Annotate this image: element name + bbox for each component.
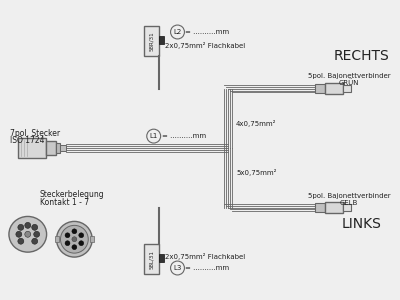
Bar — [60, 145, 66, 151]
Circle shape — [170, 261, 184, 275]
Circle shape — [65, 233, 70, 238]
Bar — [343, 203, 351, 211]
Text: 2x0,75mm² Flachkabel: 2x0,75mm² Flachkabel — [165, 42, 245, 50]
Text: 5x0,75mm²: 5x0,75mm² — [236, 169, 276, 176]
Circle shape — [72, 237, 77, 242]
Circle shape — [25, 222, 31, 228]
Text: = ..........mm: = ..........mm — [186, 29, 230, 35]
Bar — [144, 244, 159, 274]
Circle shape — [34, 231, 40, 237]
Circle shape — [60, 225, 88, 253]
Circle shape — [72, 245, 77, 250]
Text: L1: L1 — [150, 133, 158, 139]
Text: GRÜN: GRÜN — [339, 79, 359, 86]
Bar — [56, 143, 60, 153]
Bar — [159, 254, 164, 262]
Bar — [46, 141, 56, 155]
Circle shape — [65, 241, 70, 246]
Text: 5pol. Bajonettverbinder: 5pol. Bajonettverbinder — [308, 73, 390, 79]
Bar — [159, 36, 164, 44]
Circle shape — [25, 231, 31, 237]
Circle shape — [56, 221, 92, 257]
Circle shape — [32, 238, 38, 244]
Circle shape — [72, 229, 77, 234]
Bar — [315, 202, 325, 212]
Circle shape — [79, 241, 84, 246]
Bar — [144, 26, 159, 56]
Text: GELB: GELB — [340, 200, 358, 206]
Circle shape — [170, 25, 184, 39]
Bar — [18, 138, 46, 158]
Text: 58R/31: 58R/31 — [149, 31, 154, 51]
Ellipse shape — [9, 216, 47, 252]
Circle shape — [147, 129, 161, 143]
Text: 58L/31: 58L/31 — [149, 250, 154, 268]
Text: 7pol. Stecker: 7pol. Stecker — [10, 129, 60, 138]
Bar — [325, 82, 343, 94]
Text: ISO 1724: ISO 1724 — [10, 136, 44, 145]
Circle shape — [79, 233, 84, 238]
Circle shape — [32, 224, 38, 230]
Text: RECHTS: RECHTS — [334, 49, 390, 63]
Circle shape — [18, 238, 24, 244]
Text: L3: L3 — [173, 265, 182, 271]
Bar — [343, 85, 351, 92]
Bar — [325, 202, 343, 214]
Text: L2: L2 — [173, 29, 182, 35]
Circle shape — [18, 224, 24, 230]
Text: 5pol. Bajonettverbinder: 5pol. Bajonettverbinder — [308, 193, 390, 199]
Text: 4x0,75mm²: 4x0,75mm² — [236, 120, 276, 127]
Text: = ..........mm: = ..........mm — [186, 265, 230, 271]
Text: = ..........mm: = ..........mm — [162, 133, 206, 139]
Text: 2x0,75mm² Flachkabel: 2x0,75mm² Flachkabel — [165, 253, 245, 260]
Bar — [315, 84, 325, 94]
Circle shape — [16, 231, 22, 237]
Text: Steckerbelegung: Steckerbelegung — [40, 190, 104, 199]
Bar — [54, 236, 58, 242]
Text: Kontakt 1 - 7: Kontakt 1 - 7 — [40, 198, 89, 207]
Bar — [90, 236, 94, 242]
Text: LINKS: LINKS — [342, 218, 382, 231]
